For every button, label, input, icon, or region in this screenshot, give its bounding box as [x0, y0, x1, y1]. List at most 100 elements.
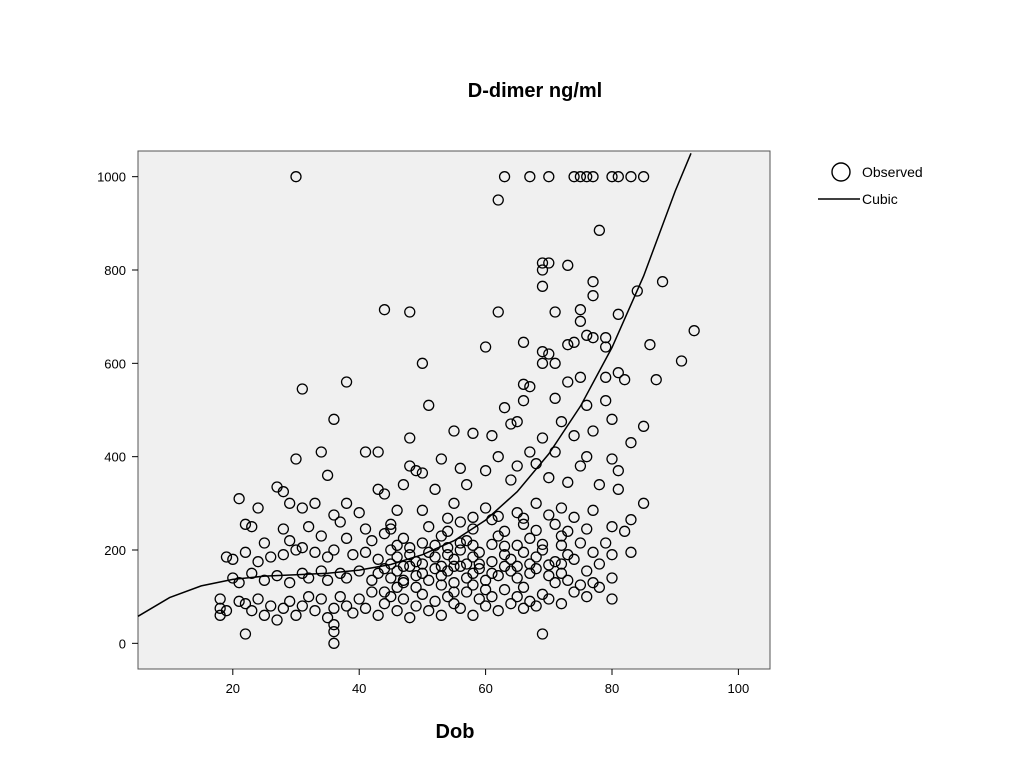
data-point	[517, 602, 530, 614]
y-axis: 0 200 400 600 800 1000	[97, 170, 138, 651]
data-point	[258, 609, 271, 621]
data-point	[606, 453, 618, 465]
data-point	[454, 537, 466, 549]
chart-title: D-dimer ng/ml	[468, 80, 602, 102]
data-point	[574, 579, 587, 591]
data-point	[675, 355, 688, 367]
data-point	[606, 572, 618, 584]
data-point	[416, 357, 429, 369]
data-point	[555, 416, 568, 428]
data-point	[536, 280, 549, 292]
data-point	[416, 537, 429, 549]
data-point	[505, 418, 517, 430]
data-point	[214, 602, 226, 614]
data-point	[549, 577, 561, 589]
data-point	[473, 593, 485, 605]
data-point	[460, 479, 473, 491]
data-point	[562, 525, 574, 537]
data-point	[321, 551, 334, 563]
data-point	[555, 539, 568, 551]
data-point	[498, 171, 511, 183]
data-point	[372, 446, 384, 458]
data-point	[606, 413, 618, 425]
data-point	[568, 511, 580, 523]
data-point	[467, 511, 479, 523]
data-point	[562, 259, 574, 271]
data-point	[574, 537, 587, 549]
x-tick-label: 40	[352, 681, 366, 696]
data-point	[587, 577, 599, 589]
data-point	[416, 558, 429, 570]
data-point	[378, 304, 391, 316]
data-point	[290, 453, 302, 465]
data-point	[448, 577, 460, 589]
data-point	[239, 518, 252, 530]
data-point	[296, 600, 308, 612]
data-point	[536, 432, 549, 444]
data-point	[366, 574, 378, 586]
data-point	[416, 567, 429, 579]
data-point	[423, 521, 435, 533]
data-point	[612, 483, 624, 495]
data-point	[530, 600, 542, 612]
data-point	[252, 556, 264, 568]
data-point	[442, 512, 454, 524]
legend: Observed Cubic	[818, 162, 923, 207]
data-point	[265, 551, 277, 563]
data-point	[574, 171, 587, 183]
data-point	[486, 567, 498, 579]
data-point	[359, 446, 372, 458]
data-point	[511, 539, 523, 551]
data-point	[347, 607, 359, 619]
data-point	[612, 465, 624, 477]
data-point	[536, 346, 549, 358]
data-point	[568, 586, 580, 598]
data-point	[473, 558, 485, 570]
data-point	[492, 510, 504, 523]
data-point	[423, 605, 435, 617]
data-point	[309, 497, 321, 509]
data-point	[606, 521, 618, 533]
data-point	[277, 549, 290, 561]
data-point	[448, 425, 460, 437]
data-point	[246, 605, 258, 617]
data-point	[429, 539, 441, 551]
data-point	[568, 553, 580, 565]
data-point	[252, 593, 264, 605]
data-point	[252, 502, 264, 514]
data-point	[587, 171, 599, 183]
data-point	[391, 581, 403, 593]
data-point	[385, 572, 397, 584]
data-point	[505, 474, 517, 486]
data-point	[391, 539, 403, 551]
data-point	[498, 584, 511, 596]
data-point	[359, 546, 372, 558]
data-point	[473, 563, 485, 575]
data-point	[568, 171, 580, 183]
data-point	[543, 348, 555, 360]
data-point	[581, 565, 593, 577]
data-point	[391, 605, 403, 617]
data-point	[429, 551, 441, 563]
data-point	[492, 194, 504, 206]
data-point	[435, 453, 448, 465]
data-point	[543, 593, 555, 605]
data-point	[618, 525, 631, 537]
data-point	[404, 549, 416, 561]
data-point	[543, 472, 555, 484]
x-axis: 20 40 60 80 100	[226, 669, 749, 696]
data-point	[612, 367, 624, 379]
data-point	[555, 502, 568, 514]
data-point	[448, 497, 460, 509]
data-point	[233, 577, 245, 589]
data-point	[372, 553, 384, 565]
data-point	[587, 276, 599, 288]
data-point	[404, 306, 416, 318]
y-tick-label: 400	[104, 450, 126, 465]
data-point	[258, 574, 271, 586]
data-point	[543, 570, 555, 582]
data-point	[467, 579, 479, 591]
data-point	[549, 357, 561, 369]
data-point	[581, 523, 593, 535]
